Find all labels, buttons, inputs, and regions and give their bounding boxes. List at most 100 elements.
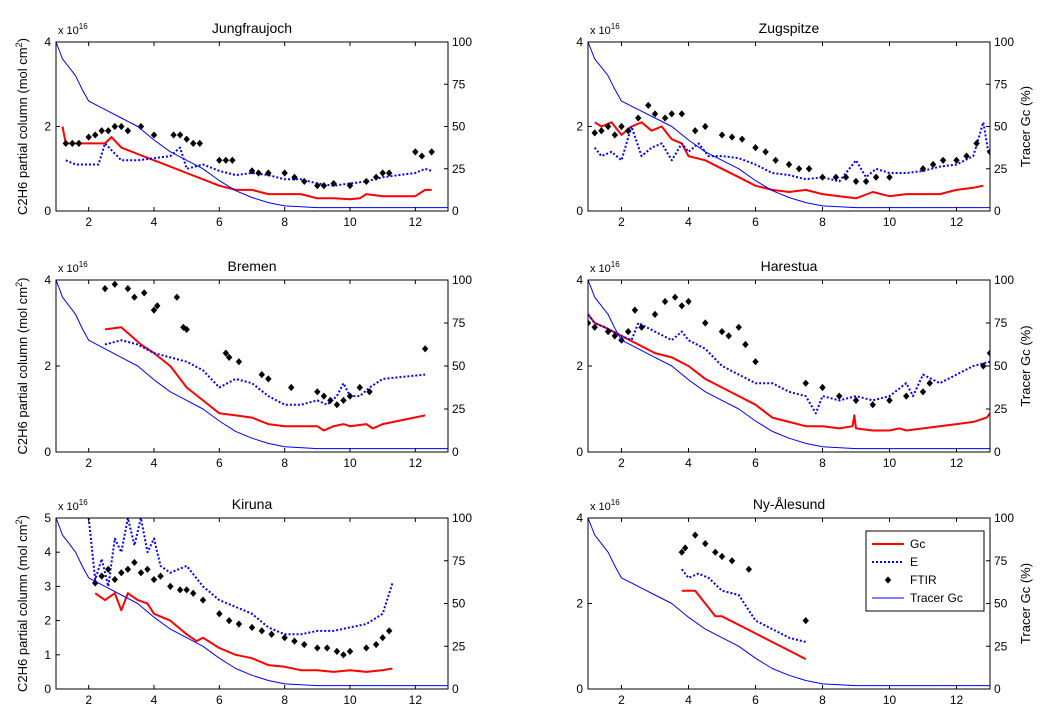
gc-line bbox=[681, 589, 807, 660]
legend-item: Gc bbox=[872, 537, 925, 551]
panel-2: 2 4 6 8 10 12 0 2 4 0 25 50 75 100 x 1016 Bremen C2H6 pa… bbox=[14, 258, 472, 470]
ftir-point bbox=[301, 177, 308, 186]
ftir-point bbox=[229, 156, 236, 164]
legend: Gc E FTIR Tracer Gc bbox=[865, 530, 985, 612]
y-tick-label: 4 bbox=[576, 511, 583, 525]
gc-line bbox=[594, 121, 984, 200]
ftir-point bbox=[301, 640, 308, 649]
y-tick-label: 0 bbox=[44, 204, 51, 218]
x-tick-label: 2 bbox=[85, 215, 92, 229]
y-tick-label: 0 bbox=[576, 682, 583, 696]
ftir-point bbox=[170, 131, 177, 139]
ftir-point bbox=[258, 627, 265, 635]
panel-0: 2 4 6 8 10 12 0 2 4 0 25 50 75 100 x 1016 Jungfraujoch C… bbox=[14, 20, 472, 229]
ftir-point bbox=[144, 565, 151, 573]
ftir-point bbox=[963, 152, 970, 160]
ftir-point bbox=[919, 165, 927, 173]
y-right-tick-label: 50 bbox=[994, 359, 1008, 373]
ftir-point bbox=[379, 169, 386, 177]
ftir-point bbox=[111, 122, 118, 131]
exponent-base: x 10 bbox=[590, 25, 611, 37]
left-y-label: C2H6 partial column (mol cm2) bbox=[14, 38, 30, 215]
y-right-tick-label: 25 bbox=[994, 639, 1008, 653]
y-exponent: x 1016 bbox=[590, 22, 620, 37]
axes-box bbox=[587, 279, 991, 453]
ftir-point bbox=[124, 565, 132, 573]
ftir-point bbox=[196, 139, 203, 147]
e-line bbox=[681, 568, 807, 643]
ftir-point bbox=[363, 177, 370, 186]
legend-label: Tracer Gc bbox=[910, 591, 963, 605]
y-tick-label: 2 bbox=[576, 359, 583, 373]
ftir-point bbox=[105, 127, 112, 135]
ftir-point bbox=[631, 306, 639, 314]
ftir-point bbox=[832, 173, 840, 181]
ftir-point bbox=[903, 392, 910, 400]
ftir-point bbox=[869, 401, 876, 409]
ftir-point bbox=[428, 148, 435, 156]
ftir-point bbox=[75, 139, 83, 147]
ftir-point bbox=[265, 169, 272, 177]
ftir-point bbox=[216, 156, 223, 164]
e-line bbox=[87, 518, 394, 636]
panel-1: 2 4 6 8 10 12 0 2 4 0 25 50 75 100 x 1016 Zugspitze Trac… bbox=[576, 20, 1033, 229]
gc-line bbox=[61, 126, 432, 201]
y-tick-label: 2 bbox=[44, 614, 51, 628]
left-y-label-text: C2H6 partial column (mol cm bbox=[15, 287, 30, 455]
ftir-point bbox=[150, 575, 158, 584]
panel-title: Harestua bbox=[761, 258, 818, 274]
ftir-point bbox=[692, 127, 699, 135]
left-y-label-close: ) bbox=[15, 278, 30, 282]
ftir-point bbox=[323, 644, 331, 652]
x-tick-label: 10 bbox=[343, 456, 357, 470]
ftir-point bbox=[356, 383, 363, 392]
e-line bbox=[104, 339, 426, 406]
y-tick-label: 0 bbox=[576, 445, 583, 459]
ftir-point bbox=[216, 610, 223, 618]
ftir-point bbox=[105, 565, 112, 573]
x-tick-label: 2 bbox=[618, 456, 625, 470]
ftir-point bbox=[363, 644, 370, 652]
ftir-point bbox=[150, 306, 158, 314]
y-right-tick-label: 75 bbox=[994, 554, 1008, 568]
x-tick-label: 8 bbox=[281, 456, 288, 470]
ftir-point bbox=[718, 328, 726, 336]
y-right-tick-label: 25 bbox=[452, 402, 466, 416]
ftir-point bbox=[131, 293, 138, 301]
ftir-point bbox=[819, 383, 826, 392]
ftir-point bbox=[314, 644, 321, 652]
x-tick-label: 2 bbox=[618, 693, 625, 707]
ftir-point bbox=[638, 323, 645, 331]
ftir-point bbox=[372, 640, 380, 649]
ftir-point bbox=[98, 127, 105, 135]
y-tick-label: 3 bbox=[44, 579, 51, 593]
ftir-point bbox=[92, 579, 99, 587]
x-tick-label: 12 bbox=[950, 456, 964, 470]
ftir-point bbox=[591, 129, 598, 137]
ftir-point bbox=[772, 156, 779, 164]
left-y-label-sup: 2 bbox=[14, 282, 24, 287]
left-y-label: C2H6 partial column (mol cm2) bbox=[14, 515, 30, 692]
ftir-point bbox=[819, 173, 826, 181]
ftir-point bbox=[661, 114, 669, 122]
right-y-label: Tracer Gc (%) bbox=[1018, 86, 1033, 167]
x-tick-label: 12 bbox=[409, 456, 423, 470]
ftir-point bbox=[725, 332, 732, 340]
x-tick-label: 4 bbox=[151, 456, 158, 470]
y-tick-label: 2 bbox=[576, 597, 583, 611]
ftir-point bbox=[137, 569, 145, 577]
ftir-point bbox=[248, 623, 256, 632]
ftir-point bbox=[692, 531, 699, 539]
ftir-point bbox=[330, 179, 337, 188]
ftir-point bbox=[62, 139, 69, 147]
ftir-point bbox=[973, 139, 980, 147]
ftir-point bbox=[118, 569, 125, 577]
legend-item: E bbox=[872, 555, 918, 569]
ftir-point bbox=[222, 349, 230, 357]
x-tick-label: 6 bbox=[752, 215, 759, 229]
ftir-point bbox=[314, 182, 321, 190]
ftir-point bbox=[953, 156, 960, 164]
y-tick-label: 4 bbox=[44, 35, 51, 49]
ftir-point bbox=[327, 396, 334, 404]
ftir-point bbox=[728, 557, 736, 565]
